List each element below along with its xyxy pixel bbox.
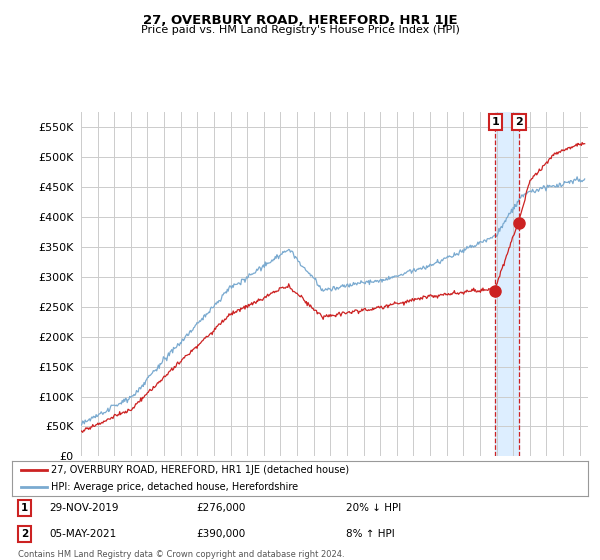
Text: Price paid vs. HM Land Registry's House Price Index (HPI): Price paid vs. HM Land Registry's House … [140, 25, 460, 35]
Text: HPI: Average price, detached house, Herefordshire: HPI: Average price, detached house, Here… [51, 482, 298, 492]
Text: 05-MAY-2021: 05-MAY-2021 [49, 529, 116, 539]
Text: 1: 1 [21, 503, 28, 514]
Text: £390,000: £390,000 [196, 529, 245, 539]
Text: 1: 1 [491, 117, 499, 127]
Text: 2: 2 [21, 529, 28, 539]
Text: 8% ↑ HPI: 8% ↑ HPI [346, 529, 395, 539]
Text: 29-NOV-2019: 29-NOV-2019 [49, 503, 119, 514]
Text: 27, OVERBURY ROAD, HEREFORD, HR1 1JE (detached house): 27, OVERBURY ROAD, HEREFORD, HR1 1JE (de… [51, 465, 349, 474]
Text: 27, OVERBURY ROAD, HEREFORD, HR1 1JE: 27, OVERBURY ROAD, HEREFORD, HR1 1JE [143, 14, 457, 27]
Text: 20% ↓ HPI: 20% ↓ HPI [346, 503, 401, 514]
Bar [495, 112, 519, 456]
Text: 2: 2 [515, 117, 523, 127]
Text: Contains HM Land Registry data © Crown copyright and database right 2024.
This d: Contains HM Land Registry data © Crown c… [18, 550, 344, 560]
Text: £276,000: £276,000 [196, 503, 245, 514]
